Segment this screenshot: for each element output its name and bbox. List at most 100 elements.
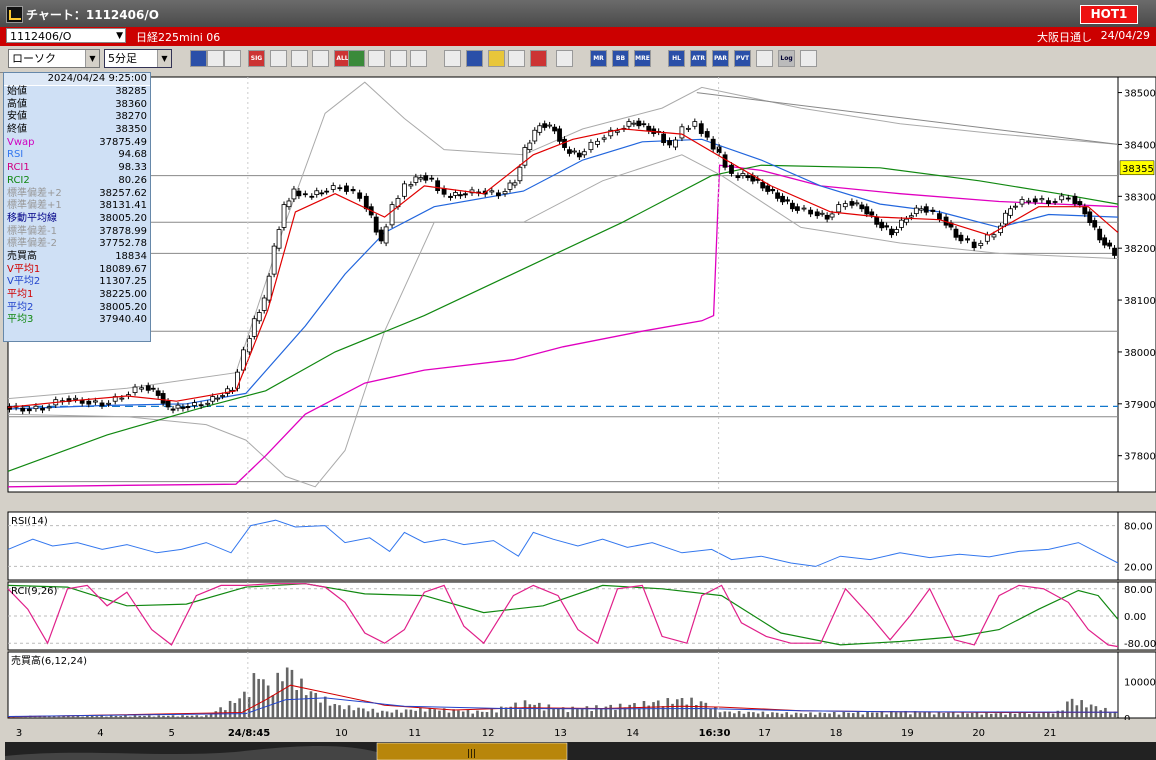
volume-bar [1013, 713, 1017, 718]
chart-area[interactable]: 38500 38400 38300 38200 38100 38000 37900 37800… [5, 72, 1156, 760]
price-tick-label: 38000 [1124, 348, 1156, 359]
volume-bar [271, 695, 275, 718]
candle-body [704, 131, 710, 138]
candle-body [576, 152, 582, 158]
bb-button[interactable]: BB [612, 50, 629, 67]
x-tick-label: 17 [758, 728, 771, 739]
candle-body [357, 192, 363, 199]
volume-bar [147, 715, 151, 718]
pvt-button[interactable]: PVT [734, 50, 751, 67]
volume-bar [966, 713, 969, 718]
info-button[interactable] [207, 50, 224, 67]
candle-body [1087, 211, 1093, 223]
volume-bar [856, 711, 860, 718]
price-tick-label: 38300 [1124, 192, 1156, 203]
symbol-code-select[interactable]: 1112406/O ▼ [6, 28, 126, 43]
candle-body [7, 406, 12, 410]
candle-body [953, 228, 959, 238]
x-tick-label: 14 [626, 728, 639, 739]
hot-button[interactable]: HOT1 [1080, 5, 1138, 24]
volume-bar [114, 715, 118, 718]
volume-bar [633, 703, 636, 718]
volume-bar [595, 705, 598, 718]
bollinger-lower [7, 154, 1119, 488]
volume-bar [166, 715, 170, 718]
log-button[interactable]: Log [778, 50, 795, 67]
volume-bar [680, 698, 684, 718]
volume-bar [390, 712, 394, 718]
candle-body [716, 146, 722, 154]
candle-body [489, 190, 495, 193]
volume-bar [33, 716, 37, 718]
hl-button[interactable]: HL [668, 50, 685, 67]
info-row-value: 98.33 [118, 162, 147, 174]
volume-bar [656, 700, 660, 718]
ma1-line [7, 128, 1119, 408]
delete-button[interactable] [466, 50, 483, 67]
data-button[interactable] [224, 50, 241, 67]
arrow-button[interactable] [410, 50, 427, 67]
volume-bar [314, 692, 318, 718]
candle-body [180, 406, 186, 409]
volume-bar [228, 700, 232, 718]
color-button[interactable] [530, 50, 547, 67]
candle-body [462, 193, 468, 196]
info-row-label: RSI [7, 149, 24, 161]
chevron-down-icon[interactable]: ▼ [85, 50, 99, 67]
candle-body [240, 349, 246, 371]
volume-button[interactable] [556, 50, 573, 67]
chevron-down-icon[interactable]: ▼ [157, 50, 171, 67]
line-button[interactable] [368, 50, 385, 67]
candle-body [1065, 197, 1071, 200]
candle-body [745, 175, 751, 179]
chart-type-select[interactable]: ローソク ▼ [8, 49, 100, 68]
volume-bar [233, 702, 237, 718]
volume-bar [928, 711, 931, 718]
chevron-down-icon[interactable]: ▼ [116, 31, 123, 41]
toolbar: ローソク ▼ 5分足 ▼ SIG ALL MR BB MRE HL ATR PAR PVT Log [0, 46, 1156, 73]
select-button[interactable] [390, 50, 407, 67]
candle-body [780, 195, 785, 203]
volume-bar [851, 713, 855, 718]
candle-body [205, 402, 211, 405]
atr-button[interactable]: ATR [690, 50, 707, 67]
chart-svg[interactable]: 38500 38400 38300 38200 38100 38000 37900 37800… [5, 72, 1156, 760]
candle-body [937, 213, 942, 220]
candle-body [879, 221, 885, 229]
volume-ma2-line [7, 697, 1119, 717]
candle-body [40, 407, 45, 411]
candle-body [1019, 199, 1025, 205]
stamp-button[interactable] [270, 50, 287, 67]
settings-button[interactable] [488, 50, 505, 67]
candle-body [175, 404, 181, 409]
info-row-label: 移動平均線 [7, 212, 57, 224]
volume-bar [109, 715, 113, 718]
memo-button[interactable] [444, 50, 461, 67]
market-name: 大阪日通し [1037, 31, 1092, 44]
volume-bar [794, 712, 798, 718]
draw-button[interactable] [348, 50, 365, 67]
mr-button[interactable]: MR [590, 50, 607, 67]
sig-button[interactable]: SIG [248, 50, 265, 67]
mre-button[interactable]: MRE [634, 50, 651, 67]
volume-bar [585, 706, 589, 718]
tool-button[interactable] [508, 50, 525, 67]
volume-bar [414, 710, 417, 718]
vline-button[interactable] [312, 50, 329, 67]
box-button[interactable] [756, 50, 773, 67]
zoom-button[interactable] [190, 50, 207, 67]
interval-select[interactable]: 5分足 ▼ [104, 49, 172, 68]
candle-body [557, 128, 562, 142]
info-row: V平均1 18089.67 [4, 264, 150, 277]
export-button[interactable] [800, 50, 817, 67]
info-row: V平均2 11307.25 [4, 276, 150, 289]
current-date: 24/04/29 [1100, 29, 1150, 42]
cross-button[interactable] [291, 50, 308, 67]
volume-bar [552, 707, 555, 718]
info-row-label: 平均2 [7, 301, 34, 313]
candle-body [286, 200, 292, 208]
candle-body [150, 387, 156, 390]
volume-bar [252, 673, 256, 718]
chart-type-text: ローソク [12, 52, 56, 65]
par-button[interactable]: PAR [712, 50, 729, 67]
